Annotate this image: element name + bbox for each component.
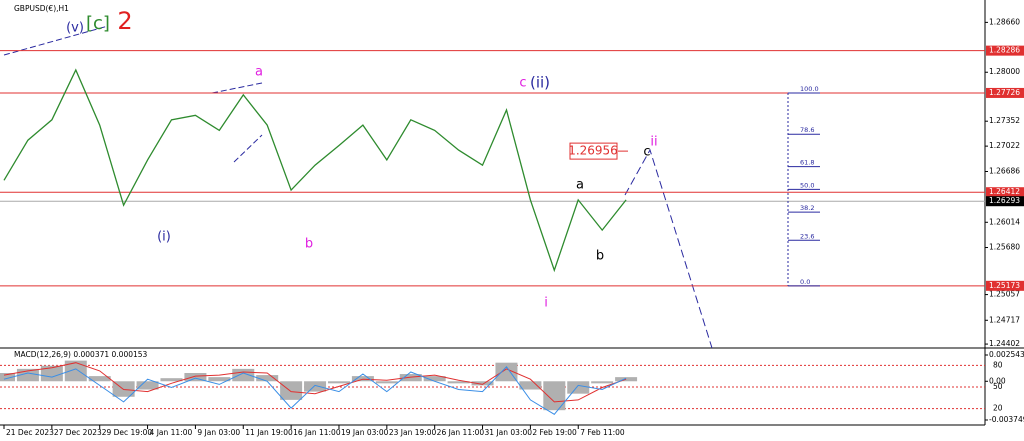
x-tick-label: 29 Dec 19:00 [102, 428, 153, 437]
histogram-bar [208, 377, 231, 382]
channel-line [211, 82, 263, 163]
y-tick-label: 1.28660 [989, 17, 1020, 26]
histogram-bar [543, 381, 566, 411]
histogram-bar [591, 381, 614, 384]
chart-title: GBPUSD(€),H1 [14, 4, 69, 13]
level-label: 1.28286 [989, 46, 1020, 55]
histogram-bar [136, 381, 159, 390]
level-label: 1.27726 [989, 88, 1020, 97]
wave-label: c [643, 145, 650, 160]
macd-line [3, 366, 627, 415]
level-tag [986, 280, 1024, 291]
y-tick-label: 1.26686 [989, 167, 1020, 176]
y-tick-label: 1.27352 [989, 116, 1020, 125]
histogram-bar [567, 381, 590, 394]
macd-title: MACD(12,26,9) 0.000371 0.000153 [14, 350, 148, 359]
histogram-bar [304, 381, 327, 392]
y-tick-label: -0.003749 [989, 415, 1024, 424]
y2-tick-label: 50 [993, 382, 1003, 391]
histogram-bar [471, 381, 494, 386]
y2-tick-label: 80 [993, 360, 1003, 369]
wave-label: a [576, 178, 584, 193]
level-tag [986, 45, 1024, 56]
histogram-bar [256, 375, 279, 382]
target-box [569, 142, 618, 160]
histogram-bar [351, 376, 374, 382]
y-tick-label: 0.00 [989, 376, 1006, 385]
y-tick-label: 1.27022 [989, 141, 1020, 150]
histogram-bar [0, 373, 15, 382]
current-price-label: 1.26293 [989, 196, 1020, 205]
histogram-bar [399, 374, 422, 382]
wave-label: 2 [117, 7, 132, 35]
x-tick-label: 31 Jan 03:00 [485, 428, 533, 437]
wave-label: a [255, 65, 263, 80]
wave-label: b [305, 237, 313, 252]
price-line [3, 68, 627, 273]
level-tag [986, 187, 1024, 198]
wave-label: (ii) [530, 74, 550, 92]
histogram-bar [232, 368, 255, 382]
x-tick-label: 4 Jan 11:00 [150, 428, 193, 437]
projection-line [624, 148, 713, 349]
price-tag [986, 196, 1024, 207]
histogram-bar [160, 378, 183, 382]
x-tick-label: 26 Jan 11:00 [437, 428, 485, 437]
histogram-bar [327, 381, 350, 384]
histogram-bar [184, 373, 207, 382]
histogram-bar [40, 365, 63, 382]
macd-line [3, 362, 627, 403]
histogram-bar [64, 360, 87, 382]
wave-label: [c] [86, 13, 110, 34]
x-tick-label: 2 Feb 19:00 [532, 428, 577, 437]
y-tick-label: 0.002543 [989, 350, 1024, 359]
wave-label: i [544, 296, 548, 311]
fib-label: 23.6 [800, 232, 814, 240]
x-tick-label: 21 Dec 2023 [6, 428, 54, 437]
x-tick-label: 27 Dec 2023 [54, 428, 102, 437]
level-label: 1.25173 [989, 281, 1020, 290]
histogram-bar [447, 381, 470, 384]
y-tick-label: 1.24402 [989, 339, 1020, 348]
y-tick-label: 1.26014 [989, 217, 1020, 226]
histogram-bar [519, 381, 542, 390]
histogram-bar [495, 362, 518, 382]
fib-label: 50.0 [800, 181, 814, 189]
x-tick-label: 7 Feb 11:00 [580, 428, 625, 437]
y-tick-label: 1.24717 [989, 315, 1020, 324]
x-tick-label: 9 Jan 03:00 [197, 428, 240, 437]
level-label: 1.26412 [989, 187, 1020, 196]
fib-label: 0.0 [800, 278, 810, 286]
wave-label: (i) [157, 230, 171, 245]
fib-label: 38.2 [800, 204, 814, 212]
target-label: 1.26956 [568, 144, 618, 158]
histogram-bar [88, 376, 111, 382]
level-tag [986, 87, 1024, 98]
wave-label: ii [650, 135, 657, 150]
fib-label: 100.0 [800, 85, 819, 93]
fib-label: 61.8 [800, 159, 814, 167]
y2-tick-label: 20 [993, 404, 1003, 413]
x-tick-label: 23 Jan 19:00 [389, 428, 437, 437]
wave-label: (v) [66, 21, 84, 36]
fib-label: 78.6 [800, 126, 814, 134]
y-tick-label: 1.28000 [989, 67, 1020, 76]
x-tick-label: 11 Jan 19:00 [245, 428, 293, 437]
y-tick-label: 1.25680 [989, 243, 1020, 252]
y-tick-label: 1.25057 [989, 290, 1020, 299]
histogram-bar [280, 381, 303, 400]
wave-label: b [596, 249, 604, 264]
wave-label: c [519, 76, 526, 91]
histogram-bar [423, 376, 446, 382]
x-tick-label: 19 Jan 03:00 [341, 428, 389, 437]
x-tick-label: 16 Jan 11:00 [293, 428, 341, 437]
histogram-bar [375, 381, 398, 384]
